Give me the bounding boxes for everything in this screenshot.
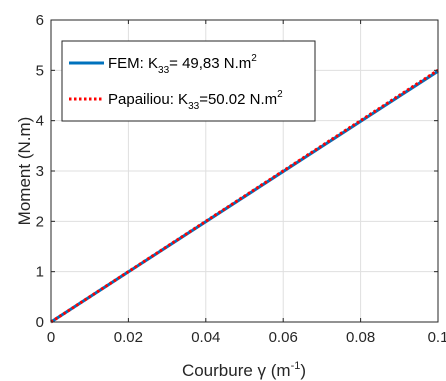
x-axis-label: Courbure γ (m-1) (182, 360, 306, 380)
x-axis-label-close: ) (300, 361, 306, 380)
legend-label-papailiou: Papailiou: K33=50.02 N.m2 (108, 89, 283, 112)
legend-box (61, 40, 316, 122)
x-axis-label-main: Courbure γ (m (182, 361, 291, 380)
x-tick-label: 0.04 (191, 329, 220, 346)
x-axis-label-unit-exp: -1 (291, 360, 301, 372)
y-tick-label: 4 (36, 113, 44, 130)
y-tick-label: 1 (36, 264, 44, 281)
y-tick-label: 5 (36, 62, 44, 79)
y-tick-label: 0 (36, 314, 44, 331)
series-line-1 (50, 68, 439, 324)
series-lines (50, 68, 439, 324)
y-tick-label: 2 (36, 213, 44, 230)
y-axis-label: Moment (N.m) (15, 117, 34, 226)
x-tick-label: 0 (47, 329, 55, 346)
y-tick-label: 3 (36, 163, 44, 180)
x-tick-label: 0.02 (114, 329, 143, 346)
y-tick-label: 6 (36, 12, 44, 29)
axis-ticks: 0 0.02 0.04 0.06 0.08 0.1 0 1 2 3 4 5 6 (36, 12, 446, 346)
legend-label-fem: FEM: K33= 49,83 N.m2 (108, 53, 257, 76)
legend: FEM: K33= 49,83 N.m2 Papailiou: K33=50.0… (61, 40, 316, 122)
x-tick-label: 0.1 (428, 329, 446, 346)
x-tick-label: 0.08 (346, 329, 375, 346)
x-tick-label: 0.06 (269, 329, 298, 346)
